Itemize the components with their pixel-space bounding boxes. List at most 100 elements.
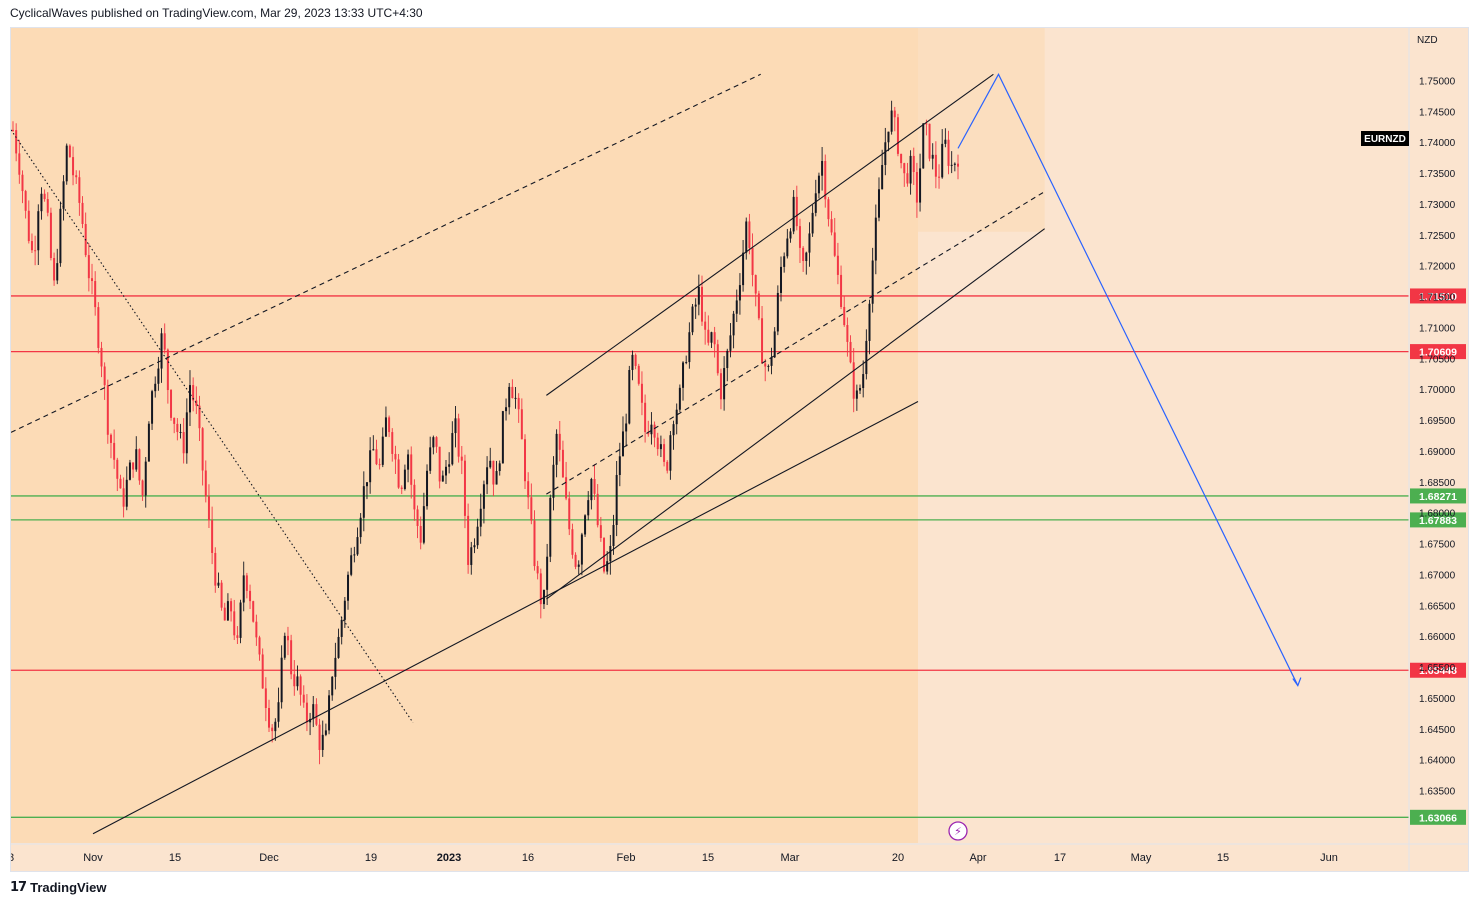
candle-body [91,278,94,282]
time-tick: Mar [781,852,800,864]
candle-body [836,255,839,275]
trendline-5 [11,129,414,723]
candle-body [786,238,789,257]
price-tick: 1.75000 [1419,76,1456,87]
candle-body [511,386,514,399]
candle-body [533,520,536,567]
candle-body [549,497,552,557]
candle-body [410,454,413,485]
candle-body [524,439,527,482]
candle-body [697,286,700,305]
price-tick: 1.72500 [1419,231,1456,242]
candle-body [252,601,255,622]
candle-body [748,221,751,248]
candle-body [707,329,710,343]
lightning-icon: ⚡ [954,825,962,838]
level-price-label-3: 1.67883 [1419,515,1457,527]
candle-body [527,481,530,498]
candle-body [729,335,732,351]
candle-body [723,368,726,400]
candle-body [941,143,944,178]
candle-body [403,469,406,489]
candle-body [30,241,33,251]
candle-body [574,554,577,567]
candle-body [62,181,65,209]
candle-body [719,373,722,400]
candle-body [862,374,865,389]
candle-body [315,704,318,725]
candle-body [536,566,539,574]
candle-body [906,173,909,184]
candle-body [220,582,223,608]
candle-body [625,423,628,432]
trendline-2 [546,191,1045,495]
candle-body [463,460,466,516]
candle-body [612,524,615,546]
candle-body [609,545,612,562]
candle-body [347,574,350,601]
candle-body [179,431,182,433]
candlestick-chart[interactable]: 1.71510 1.70609 1.68271 1.67883 1.65448 1.630… [11,28,1468,871]
candle-body [802,247,805,261]
candle-body [302,694,305,703]
candle-body [631,354,634,371]
candle-body [192,385,195,401]
candle-body [75,175,78,178]
tradingview-footer[interactable]: 𝟭𝟳 TradingView [10,880,106,895]
candle-body [416,509,419,527]
candle-body [780,266,783,293]
candle-body [669,435,672,471]
candle-body [407,454,410,470]
candle-body [773,331,776,358]
candle-body [846,325,849,342]
candle-body [798,226,801,248]
price-tick: 1.63500 [1419,787,1456,798]
price-tick: 1.69000 [1419,447,1456,458]
candle-body [577,564,580,567]
price-tick: 1.71000 [1419,323,1456,334]
candle-body [280,657,283,703]
candle-body [691,306,694,333]
candle-body [245,575,248,591]
candle-body [97,307,100,348]
candle-body [558,433,561,450]
candle-body [482,484,485,509]
time-tick: 15 [1217,852,1229,864]
candle-body [489,460,492,468]
candle-body [419,526,422,543]
candle-body [909,155,912,184]
candle-body [135,449,138,470]
candle-body [426,470,429,507]
price-tick: 1.67500 [1419,540,1456,551]
candle-body [473,545,476,548]
candle-body [201,428,204,471]
candle-body [922,123,925,169]
candle-body [185,412,188,454]
candle-body [783,256,786,267]
time-tick: 2023 [437,852,461,864]
time-tick: Feb [617,852,636,864]
candle-body [214,552,217,586]
candle-body [603,538,606,572]
candle-body [381,436,384,465]
candle-body [934,154,937,177]
candle-body [305,702,308,723]
event-marker-icon [948,821,968,841]
candle-body [188,385,191,413]
candle-body [138,449,141,481]
candle-body [132,462,135,470]
candle-body [700,286,703,322]
candle-body [321,734,324,750]
candle-body [163,333,166,350]
candle-body [713,332,716,345]
candle-body [843,306,846,326]
level-price-badge-1 [1410,344,1466,360]
chart-pane[interactable]: 1.71510 1.70609 1.68271 1.67883 1.65448 1.630… [10,27,1469,872]
candle-body [226,601,229,621]
trendline-0 [92,401,919,835]
candle-body [230,601,233,612]
candle-body [290,640,293,675]
candle-body [776,292,779,332]
candle-body [100,347,103,367]
candle-body [154,383,157,392]
